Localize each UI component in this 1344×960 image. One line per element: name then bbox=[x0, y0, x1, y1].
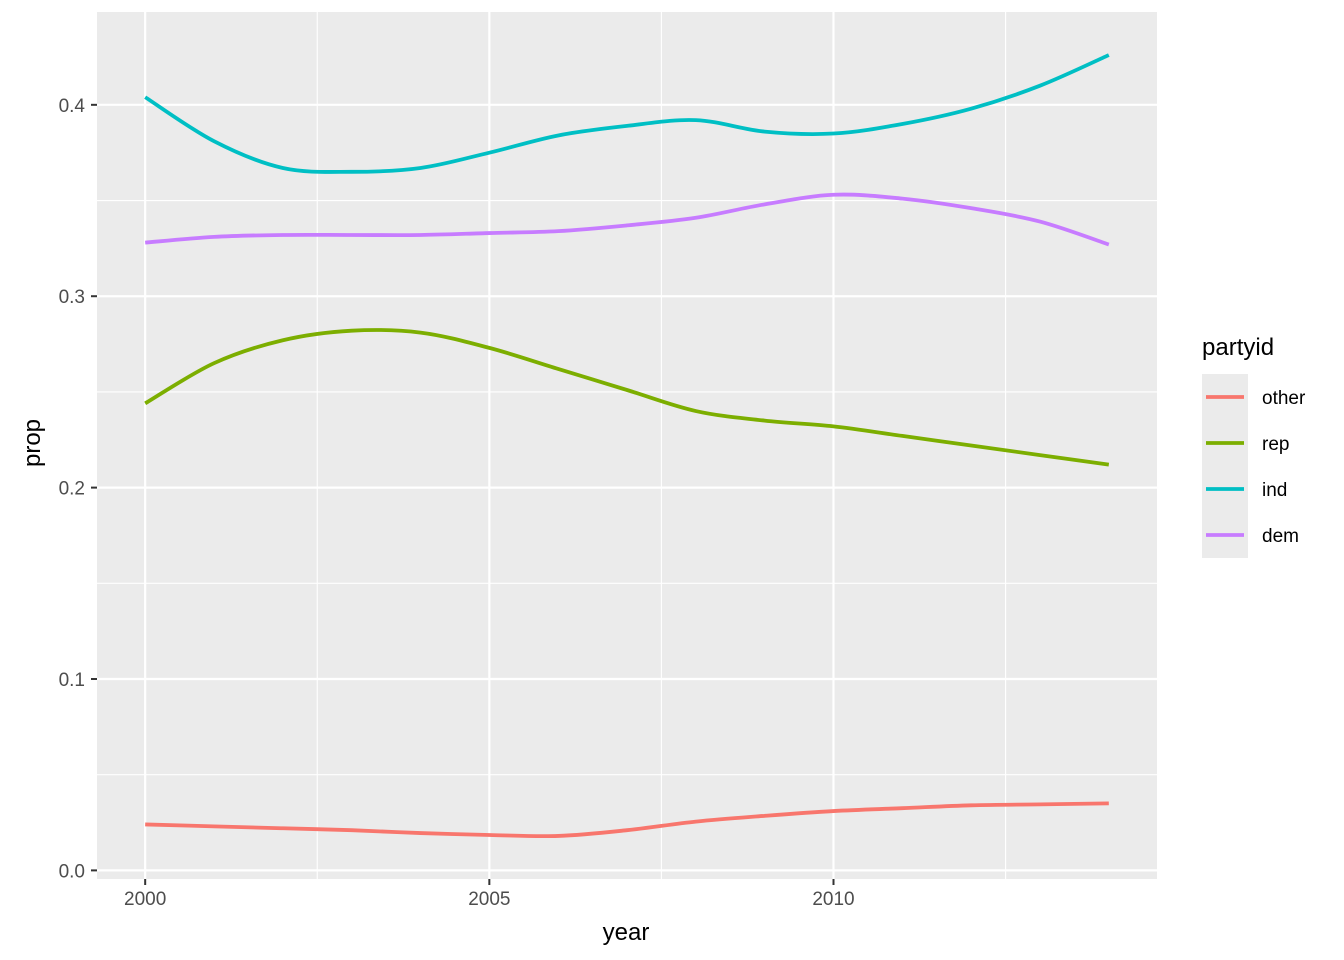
y-axis-title: prop bbox=[19, 419, 46, 467]
series-layer bbox=[144, 53, 1110, 839]
y-tick-label: 0.3 bbox=[59, 287, 85, 308]
legend-label-dem: dem bbox=[1262, 526, 1299, 547]
series-line-ind bbox=[144, 53, 1110, 174]
series-line-other bbox=[145, 801, 1109, 839]
x-tick-labels: 2000 2005 2010 bbox=[124, 889, 855, 910]
legend-label-ind: ind bbox=[1262, 480, 1287, 501]
axis-ticks bbox=[91, 103, 835, 885]
plot-panel bbox=[97, 12, 1157, 879]
y-tick-label: 0.0 bbox=[59, 861, 85, 882]
legend-label-rep: rep bbox=[1262, 434, 1289, 455]
x-axis-title: year bbox=[603, 919, 650, 946]
legend: partyid other rep ind dem bbox=[1202, 334, 1306, 558]
legend-label-other: other bbox=[1262, 388, 1306, 409]
series-line-dem bbox=[145, 192, 1110, 247]
x-tick-label: 2005 bbox=[468, 889, 510, 910]
series-line-rep bbox=[144, 328, 1110, 467]
y-tick-label: 0.1 bbox=[59, 670, 85, 691]
y-tick-labels: 0.0 0.1 0.2 0.3 0.4 bbox=[59, 96, 86, 883]
y-tick-label: 0.2 bbox=[59, 479, 85, 500]
x-tick-label: 2010 bbox=[812, 889, 854, 910]
grid-major bbox=[97, 12, 1157, 879]
legend-title: partyid bbox=[1202, 334, 1274, 361]
legend-entries: other rep ind dem bbox=[1202, 374, 1306, 558]
y-tick-label: 0.4 bbox=[59, 96, 86, 117]
x-tick-label: 2000 bbox=[124, 889, 166, 910]
